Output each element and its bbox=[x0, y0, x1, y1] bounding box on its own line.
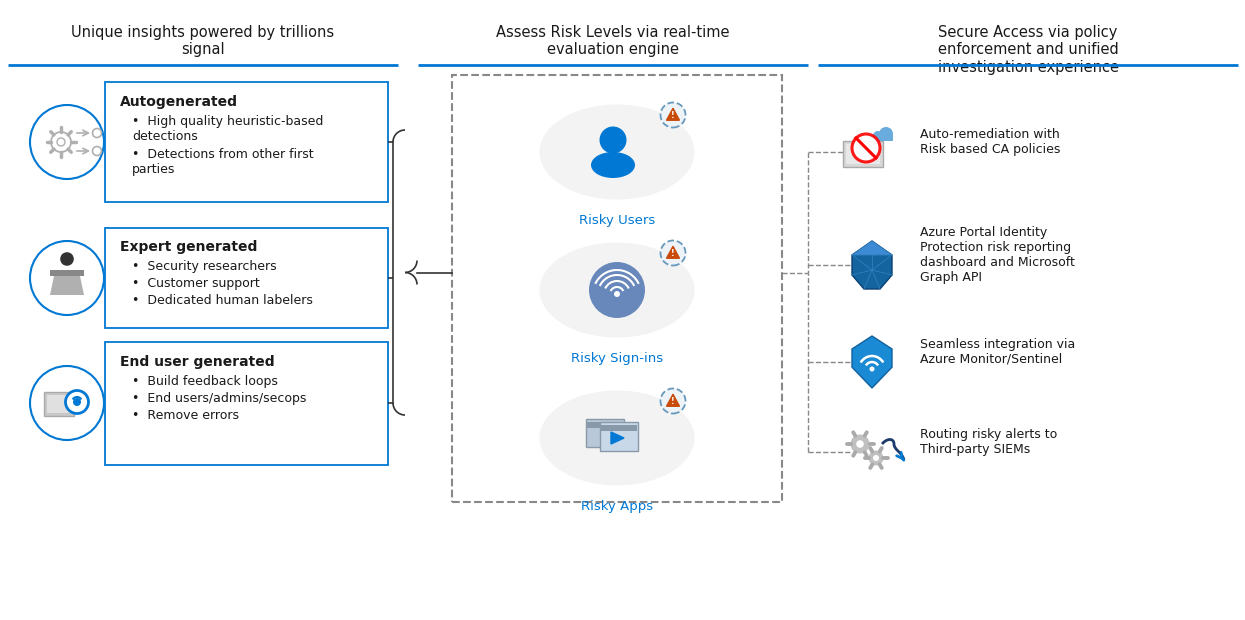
Text: Autogenerated: Autogenerated bbox=[120, 95, 238, 109]
Text: Risky Apps: Risky Apps bbox=[581, 500, 654, 513]
Circle shape bbox=[589, 262, 645, 318]
Circle shape bbox=[60, 252, 73, 266]
Text: •  End users/admins/secops: • End users/admins/secops bbox=[132, 392, 306, 405]
Text: Routing risky alerts to
Third-party SIEMs: Routing risky alerts to Third-party SIEM… bbox=[920, 428, 1057, 456]
Circle shape bbox=[661, 102, 686, 128]
FancyBboxPatch shape bbox=[843, 141, 883, 167]
Text: Auto-remediation with
Risk based CA policies: Auto-remediation with Risk based CA poli… bbox=[920, 128, 1061, 156]
Text: Assess Risk Levels via real-time
evaluation engine: Assess Risk Levels via real-time evaluat… bbox=[497, 25, 730, 58]
Circle shape bbox=[614, 291, 620, 297]
Circle shape bbox=[869, 366, 874, 371]
Circle shape bbox=[66, 391, 88, 414]
Polygon shape bbox=[852, 241, 891, 289]
Text: •  Customer support: • Customer support bbox=[132, 277, 260, 290]
Circle shape bbox=[873, 455, 879, 461]
Text: •  Build feedback loops: • Build feedback loops bbox=[132, 375, 278, 388]
FancyBboxPatch shape bbox=[47, 395, 71, 413]
Text: •  Dedicated human labelers: • Dedicated human labelers bbox=[132, 294, 312, 307]
Text: •  High quality heuristic-based
detections: • High quality heuristic-based detection… bbox=[132, 115, 324, 143]
Ellipse shape bbox=[539, 242, 695, 337]
Circle shape bbox=[30, 366, 105, 440]
Text: •  Security researchers: • Security researchers bbox=[132, 260, 276, 273]
Ellipse shape bbox=[591, 152, 635, 178]
FancyBboxPatch shape bbox=[586, 419, 624, 447]
Text: Unique insights powered by trillions
signal: Unique insights powered by trillions sig… bbox=[71, 25, 335, 58]
FancyBboxPatch shape bbox=[44, 392, 73, 416]
Text: Expert generated: Expert generated bbox=[120, 240, 258, 254]
Ellipse shape bbox=[539, 391, 695, 485]
Text: •  Detections from other first
parties: • Detections from other first parties bbox=[132, 148, 314, 176]
Circle shape bbox=[73, 398, 81, 406]
Circle shape bbox=[661, 241, 686, 265]
Text: •  Remove errors: • Remove errors bbox=[132, 409, 239, 422]
FancyBboxPatch shape bbox=[50, 270, 83, 276]
Text: !: ! bbox=[671, 397, 675, 406]
Circle shape bbox=[30, 105, 105, 179]
Text: Risky Users: Risky Users bbox=[579, 214, 655, 227]
FancyBboxPatch shape bbox=[847, 144, 880, 164]
Polygon shape bbox=[852, 336, 891, 388]
Circle shape bbox=[869, 451, 884, 466]
Text: Secure Access via policy
enforcement and unified
investigation experience: Secure Access via policy enforcement and… bbox=[937, 25, 1118, 75]
Polygon shape bbox=[666, 108, 680, 120]
Text: End user generated: End user generated bbox=[120, 355, 275, 369]
FancyBboxPatch shape bbox=[601, 425, 637, 431]
Text: Seamless integration via
Azure Monitor/Sentinel: Seamless integration via Azure Monitor/S… bbox=[920, 338, 1076, 366]
Text: Risky Sign-ins: Risky Sign-ins bbox=[571, 352, 664, 365]
Polygon shape bbox=[50, 276, 83, 295]
Circle shape bbox=[850, 435, 869, 453]
Circle shape bbox=[30, 241, 105, 315]
Circle shape bbox=[852, 134, 880, 162]
Circle shape bbox=[661, 389, 686, 414]
FancyBboxPatch shape bbox=[105, 228, 388, 328]
Circle shape bbox=[879, 127, 893, 141]
Polygon shape bbox=[666, 246, 680, 259]
Polygon shape bbox=[852, 241, 891, 255]
Ellipse shape bbox=[539, 105, 695, 200]
FancyBboxPatch shape bbox=[105, 342, 388, 465]
FancyBboxPatch shape bbox=[600, 422, 637, 451]
Circle shape bbox=[600, 126, 626, 154]
FancyBboxPatch shape bbox=[105, 82, 388, 202]
Text: !: ! bbox=[671, 249, 675, 258]
Polygon shape bbox=[666, 394, 680, 406]
Text: Azure Portal Identity
Protection risk reporting
dashboard and Microsoft
Graph AP: Azure Portal Identity Protection risk re… bbox=[920, 226, 1074, 284]
Text: !: ! bbox=[671, 111, 675, 120]
Circle shape bbox=[857, 440, 864, 448]
Circle shape bbox=[873, 131, 883, 141]
FancyBboxPatch shape bbox=[876, 134, 893, 141]
Polygon shape bbox=[611, 432, 624, 444]
FancyBboxPatch shape bbox=[586, 422, 622, 428]
